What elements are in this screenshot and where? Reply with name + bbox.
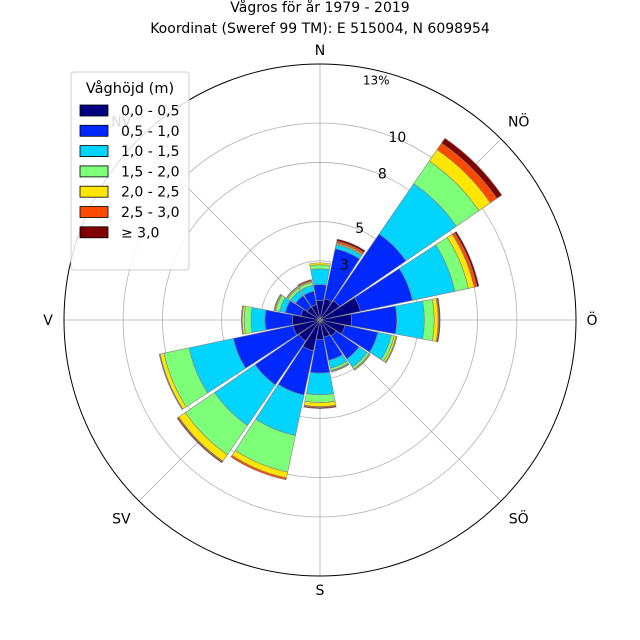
- direction-label: V: [43, 313, 53, 329]
- direction-label: S: [316, 583, 325, 599]
- legend-entry: 2,5 - 3,0: [121, 205, 179, 221]
- radial-tick-label: 8: [378, 166, 387, 182]
- rose-bar-segment: [436, 297, 441, 343]
- rose-bar-segment: [330, 363, 350, 373]
- legend-frame: [70, 71, 190, 271]
- legend-entry: 0,5 - 1,0: [121, 124, 179, 140]
- chart-subtitle: Koordinat (Sweref 99 TM): E 515004, N 60…: [150, 21, 490, 37]
- outer-radial-label: 13%: [363, 74, 390, 88]
- rose-bar-segment: [240, 305, 244, 335]
- legend-swatch: [79, 145, 109, 158]
- legend-swatch: [79, 185, 109, 198]
- legend-swatch: [79, 206, 109, 218]
- rose-bar-segment: [303, 405, 337, 409]
- radial-tick-label: 3: [340, 257, 349, 273]
- legend: Våghöjd (m) 0,0 - 0,5 0,5 - 1,0 1,0 - 1,5 1,…: [70, 71, 190, 271]
- rose-bar-segment: [158, 353, 184, 410]
- radial-tick-label: 10: [388, 130, 406, 146]
- rose-bar-segment: [395, 300, 425, 340]
- rose-bar-segment: [250, 307, 267, 333]
- legend-entry: 0,0 - 0,5: [121, 104, 179, 120]
- rose-bar-segment: [273, 293, 282, 311]
- rose-bar-segment: [230, 455, 287, 481]
- legend-swatch: [79, 165, 109, 178]
- rose-bar-segment: [306, 371, 334, 396]
- legend-swatch: [79, 124, 109, 137]
- rose-bar-segment: [286, 286, 298, 298]
- chart-title: Vågros för år 1979 - 2019: [230, 0, 409, 16]
- rose-bar-segment: [243, 305, 253, 335]
- rose-bar-segment: [441, 137, 503, 199]
- rose-bars: [158, 137, 503, 481]
- legend-title: Våghöjd (m): [86, 80, 174, 97]
- legend-swatch: [79, 104, 109, 117]
- legend-entry: ≥ 3,0: [121, 225, 159, 241]
- rose-bar-segment: [304, 393, 336, 404]
- rose-bar-segment: [422, 298, 435, 342]
- legend-swatch: [79, 226, 109, 239]
- direction-label: N: [315, 43, 325, 59]
- direction-label: NÖ: [508, 112, 530, 130]
- direction-labels: NNÖÖSÖSSVVNV3581013%: [43, 43, 597, 599]
- rose-bar-segment: [176, 417, 223, 464]
- rose-bar-segment: [309, 262, 331, 267]
- legend-entry: 1,0 - 1,5: [121, 144, 179, 160]
- outer-ring: [63, 63, 577, 577]
- rose-bar-segment: [454, 231, 480, 287]
- direction-label: SV: [112, 512, 131, 528]
- rose-bar-segment: [297, 279, 312, 287]
- rose-bar-segment: [336, 238, 366, 253]
- direction-label: SÖ: [509, 510, 529, 528]
- legend-entry: 2,0 - 2,5: [121, 185, 179, 201]
- legend-entry: 1,5 - 2,0: [121, 164, 179, 180]
- rose-bar-segment: [310, 268, 330, 286]
- rose-bar-segment: [353, 353, 371, 371]
- direction-label: Ö: [586, 311, 597, 329]
- rose-bar-segment: [385, 335, 398, 364]
- radial-tick-label: 5: [355, 221, 364, 237]
